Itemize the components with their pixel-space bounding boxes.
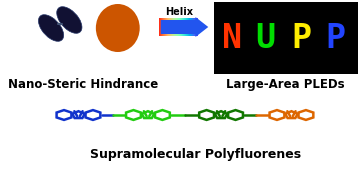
Bar [191,18,192,36]
Bar [197,18,198,36]
Bar [192,18,193,36]
Text: U: U [255,22,275,54]
Bar [182,18,183,36]
Ellipse shape [109,18,121,30]
Bar [183,18,184,36]
Bar [160,18,161,36]
Bar [159,18,160,36]
Ellipse shape [96,4,140,52]
Bar [168,18,169,36]
Bar [172,18,173,36]
Text: P: P [292,22,311,54]
Bar [185,18,186,36]
Bar [176,18,177,36]
Text: Helix: Helix [165,7,193,17]
Text: P: P [325,22,345,54]
Ellipse shape [57,7,82,33]
Bar [193,18,194,36]
Ellipse shape [99,7,136,48]
Bar [180,18,181,36]
Bar [166,18,167,36]
Bar [163,18,164,36]
Bar [178,18,179,36]
Bar [186,18,187,36]
Bar [181,18,182,36]
Bar [164,18,165,36]
Bar [196,18,197,36]
Bar [179,18,180,36]
Bar [188,18,189,36]
Bar [177,18,178,36]
Bar [190,18,191,36]
Bar [174,18,175,36]
Bar [184,18,185,36]
Text: Nano-Steric Hindrance: Nano-Steric Hindrance [8,78,158,91]
Text: Supramolecular Polyfluorenes: Supramolecular Polyfluorenes [90,148,301,161]
Bar [165,18,166,36]
Bar [167,18,168,36]
Ellipse shape [106,14,126,36]
Bar [175,18,176,36]
Text: Large-Area PLEDs: Large-Area PLEDs [226,78,345,91]
Bar [161,18,162,36]
Bar [189,18,190,36]
Bar [187,18,188,36]
Ellipse shape [39,15,64,41]
Bar [195,18,196,36]
Bar [162,18,163,36]
Text: N: N [222,22,242,54]
Ellipse shape [102,11,131,42]
Bar [173,18,174,36]
Bar [171,18,172,36]
Bar [194,18,195,36]
Bar [169,18,170,36]
Bar [214,2,358,74]
FancyArrow shape [161,17,208,37]
Bar [170,18,171,36]
